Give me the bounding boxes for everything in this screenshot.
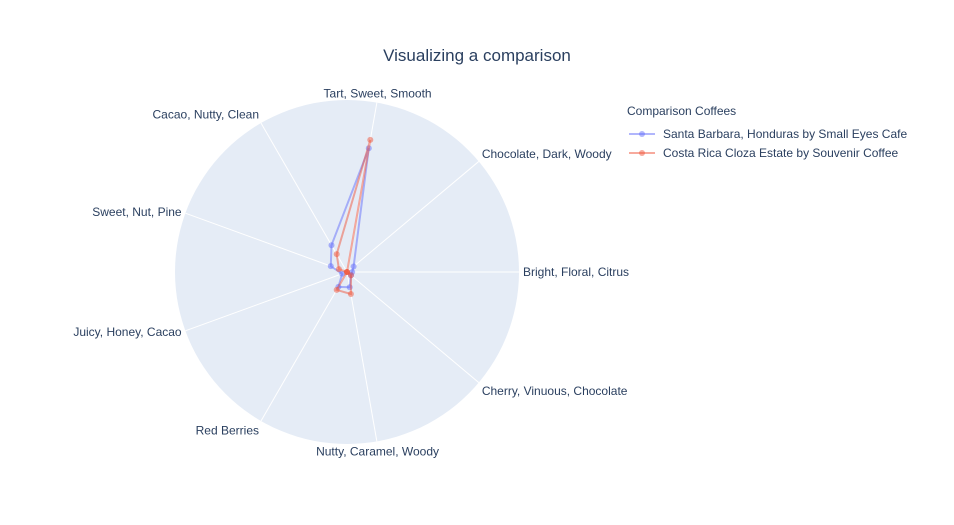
- legend-item[interactable]: Santa Barbara, Honduras by Small Eyes Ca…: [627, 124, 907, 143]
- data-point[interactable]: [333, 251, 340, 258]
- angular-tick-label: Juicy, Honey, Cacao: [73, 325, 182, 339]
- legend-label: Santa Barbara, Honduras by Small Eyes Ca…: [663, 126, 908, 141]
- data-point[interactable]: [350, 263, 357, 270]
- angular-tick-label: Red Berries: [196, 423, 259, 437]
- data-point[interactable]: [348, 272, 354, 279]
- data-point[interactable]: [328, 242, 335, 249]
- series-1: [333, 136, 374, 297]
- angular-gridline: [185, 271, 348, 332]
- legend: Comparison Coffees Santa Barbara, Hondur…: [627, 104, 907, 162]
- data-point[interactable]: [347, 291, 354, 297]
- angular-tick-label: Cherry, Vinuous, Chocolate: [482, 384, 628, 398]
- chart-title: Visualizing a comparison: [383, 46, 571, 65]
- angular-tick-label: Sweet, Nut, Pine: [92, 205, 182, 219]
- legend-swatch: [629, 130, 655, 137]
- data-point[interactable]: [339, 270, 346, 277]
- angular-gridline: [346, 161, 480, 273]
- data-point[interactable]: [367, 136, 374, 143]
- angular-gridline: [346, 271, 378, 442]
- data-point[interactable]: [344, 269, 350, 275]
- data-point[interactable]: [333, 286, 340, 293]
- angular-gridline: [185, 212, 348, 273]
- angular-tick-label: Chocolate, Dark, Woody: [482, 147, 612, 161]
- angular-tick-label: Cacao, Nutty, Clean: [153, 108, 260, 122]
- angular-tick-label: Bright, Floral, Citrus: [523, 265, 629, 279]
- radar-series: [327, 136, 374, 297]
- angular-tick-label: Nutty, Caramel, Woody: [316, 444, 439, 458]
- legend-items: Santa Barbara, Honduras by Small Eyes Ca…: [627, 124, 907, 162]
- legend-item[interactable]: Costa Rica Cloza Estate by Souvenir Coff…: [627, 143, 907, 162]
- angular-tick-label: Tart, Sweet, Smooth: [324, 87, 432, 101]
- data-point[interactable]: [327, 263, 334, 270]
- legend-title: Comparison Coffees: [627, 104, 737, 118]
- angular-axis-labels: Bright, Floral, Citrus Chocolate, Dark, W…: [73, 87, 629, 459]
- data-point[interactable]: [335, 266, 342, 273]
- angular-gridline: [346, 271, 480, 383]
- legend-label: Costa Rica Cloza Estate by Souvenir Coff…: [663, 145, 899, 160]
- legend-swatch: [629, 149, 655, 156]
- angular-gridline: [260, 271, 348, 422]
